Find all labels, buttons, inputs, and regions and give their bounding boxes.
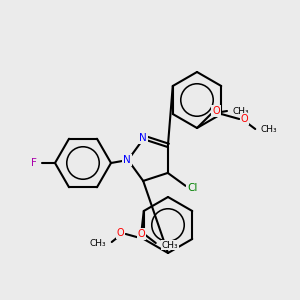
Text: Cl: Cl — [187, 183, 197, 193]
Text: O: O — [138, 229, 146, 239]
Text: O: O — [240, 114, 248, 124]
Text: N: N — [123, 155, 131, 165]
Text: N: N — [139, 133, 147, 143]
Text: CH₃: CH₃ — [89, 239, 106, 248]
Text: O: O — [212, 106, 220, 116]
Text: CH₃: CH₃ — [261, 124, 278, 134]
Text: O: O — [117, 228, 124, 238]
Text: CH₃: CH₃ — [161, 241, 178, 250]
Text: CH₃: CH₃ — [233, 106, 249, 116]
Text: F: F — [31, 158, 36, 168]
